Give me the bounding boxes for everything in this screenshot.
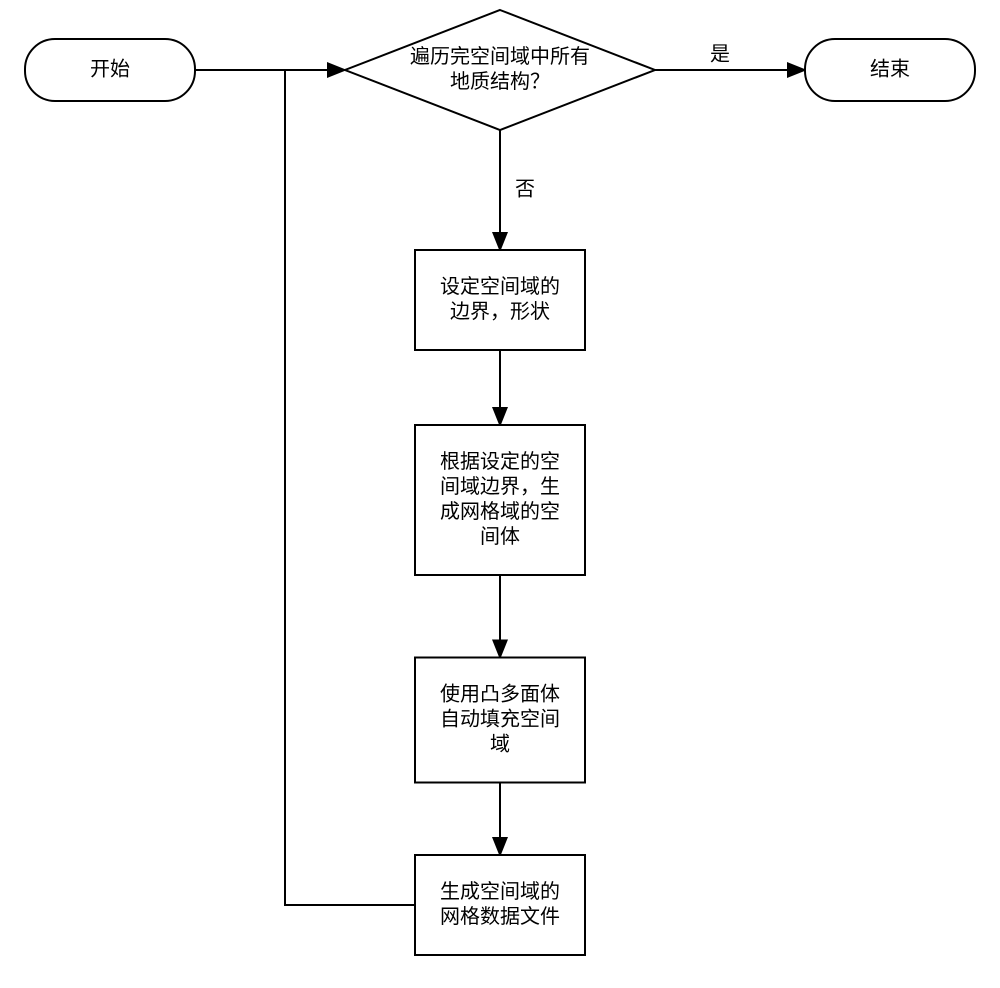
edge-label: 是 xyxy=(710,43,730,65)
svg-text:根据设定的空: 根据设定的空 xyxy=(440,450,560,473)
svg-text:自动填充空间: 自动填充空间 xyxy=(440,707,560,730)
svg-text:间体: 间体 xyxy=(480,525,520,548)
end-label: 结束 xyxy=(870,57,910,80)
svg-text:间域边界，生: 间域边界，生 xyxy=(440,475,560,498)
svg-text:域: 域 xyxy=(490,732,510,755)
edge-label: 否 xyxy=(515,178,535,200)
flow-edge xyxy=(285,70,415,905)
svg-text:使用凸多面体: 使用凸多面体 xyxy=(440,682,560,705)
svg-text:网格数据文件: 网格数据文件 xyxy=(440,905,560,928)
svg-text:开始: 开始 xyxy=(90,57,130,80)
svg-text:遍历完空间域中所有: 遍历完空间域中所有 xyxy=(410,45,590,68)
svg-text:生成空间域的: 生成空间域的 xyxy=(440,880,560,903)
svg-text:边界，形状: 边界，形状 xyxy=(450,300,550,323)
svg-text:成网格域的空: 成网格域的空 xyxy=(440,500,560,523)
svg-text:设定空间域的: 设定空间域的 xyxy=(440,275,560,298)
start-label: 开始 xyxy=(90,57,130,80)
svg-text:地质结构？: 地质结构？ xyxy=(450,70,550,93)
svg-text:结束: 结束 xyxy=(870,57,910,80)
